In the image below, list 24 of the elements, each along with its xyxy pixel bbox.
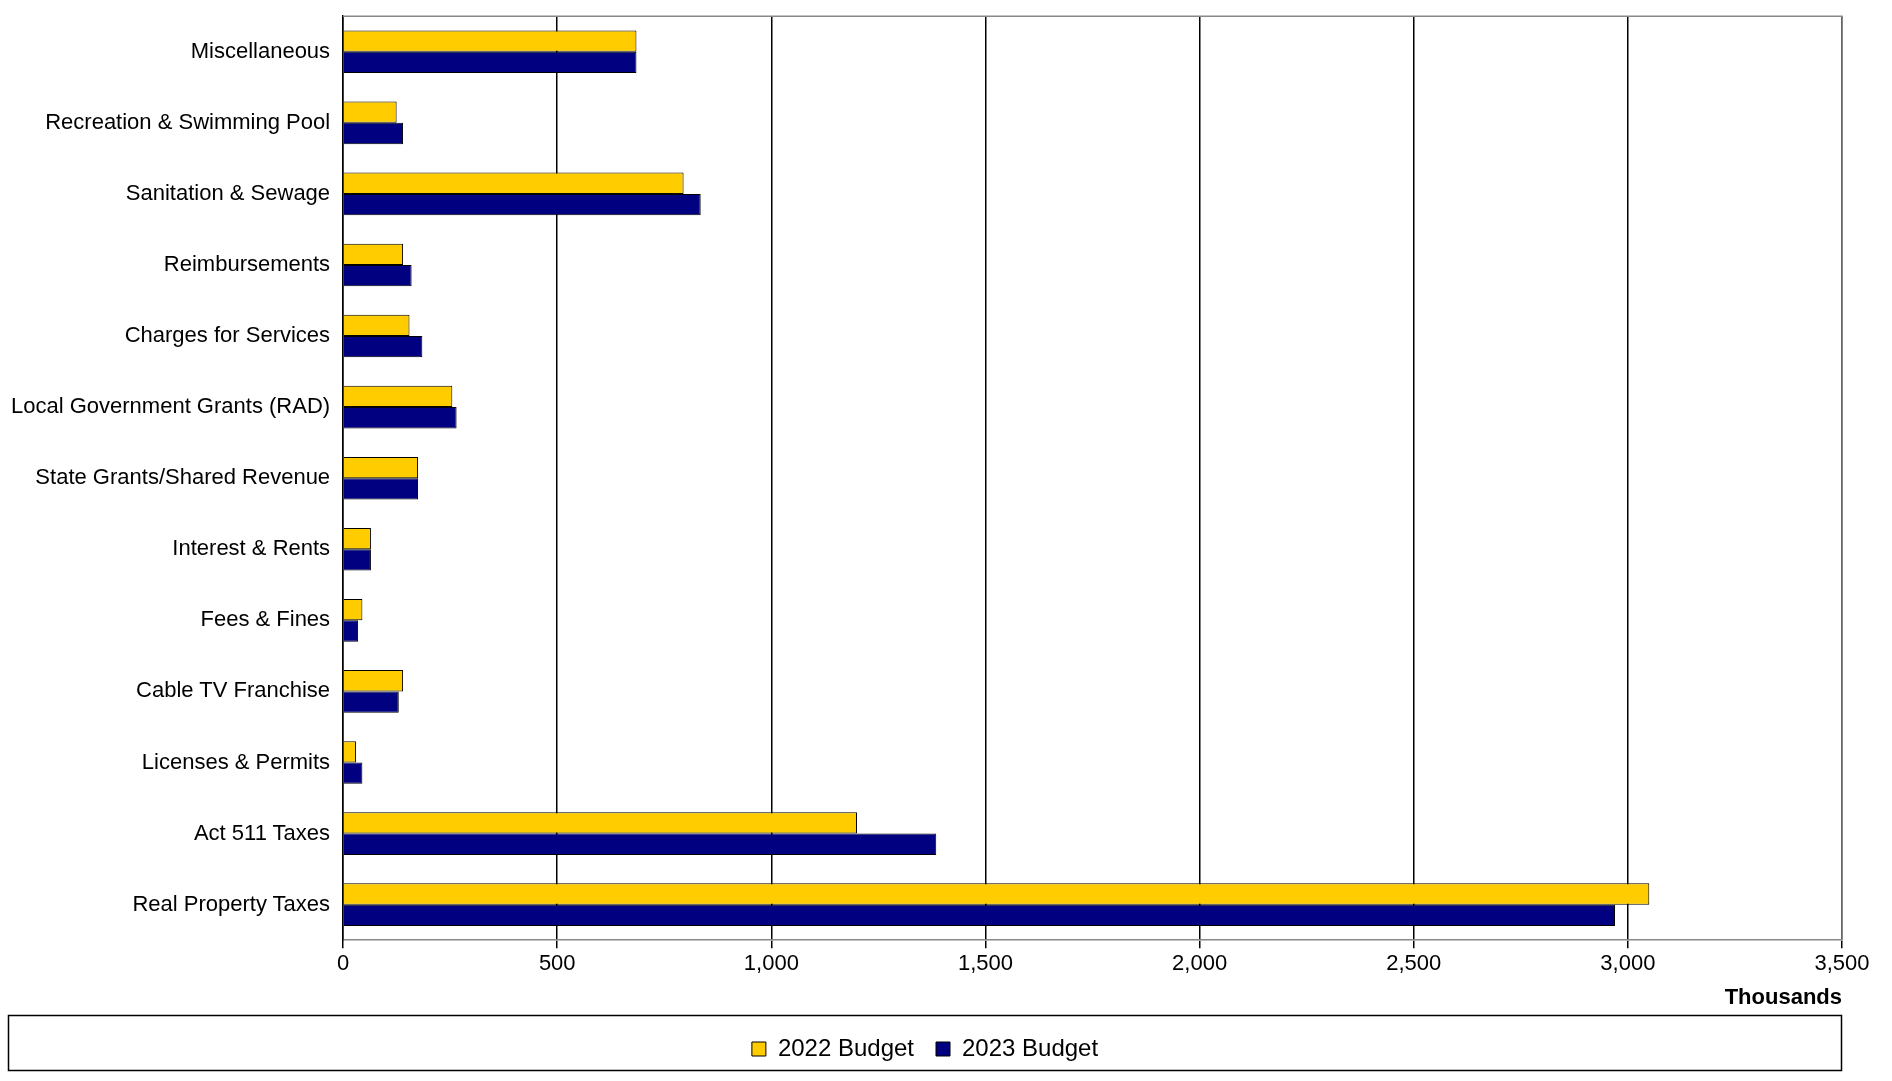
y-tick-label: Reimbursements	[163, 251, 331, 277]
y-tick-label: Recreation & Swimming Pool	[45, 108, 331, 134]
legend-label: 2023 Budget	[962, 1033, 1099, 1061]
y-tick-label: Fees & Fines	[200, 606, 331, 632]
x-axis-title: Thousands	[1724, 983, 1842, 1009]
y-tick-label: Local Government Grants (RAD)	[11, 393, 331, 419]
y-tick-label: Sanitation & Sewage	[125, 179, 331, 205]
y-tick-label: Real Property Taxes	[132, 890, 331, 916]
legend-label: 2022 Budget	[777, 1033, 915, 1061]
x-tick-label: 2,000	[1172, 950, 1228, 976]
x-tick-label: 2,500	[1386, 950, 1442, 976]
x-tick-label: 3,500	[1814, 950, 1870, 976]
x-tick-label: 1,000	[743, 950, 799, 976]
y-tick-label: Charges for Services	[124, 322, 331, 348]
x-tick-label: 3,000	[1600, 950, 1656, 976]
y-tick-label: Act 511 Taxes	[193, 819, 331, 845]
y-tick-label: Licenses & Permits	[141, 748, 331, 774]
y-tick-label: Interest & Rents	[172, 535, 331, 561]
x-tick-label: 0	[336, 950, 350, 976]
x-tick-label: 500	[538, 950, 576, 976]
x-tick-label: 1,500	[957, 950, 1014, 976]
y-tick-label: Cable TV Franchise	[136, 677, 331, 703]
y-tick-label: State Grants/Shared Revenue	[35, 464, 331, 490]
y-tick-label: Miscellaneous	[190, 37, 331, 63]
